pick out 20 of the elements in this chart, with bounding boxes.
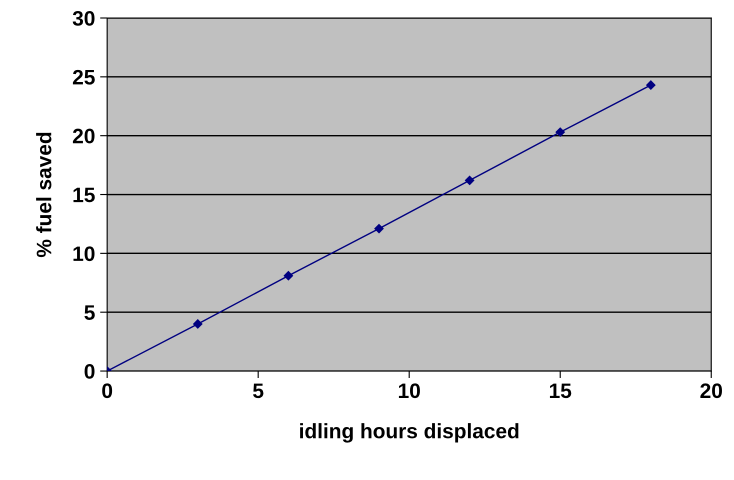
point (284, 271, 294, 280)
y-tick-label: 5 (84, 305, 95, 320)
y-tick-label: 0 (84, 364, 95, 379)
x-axis-title: idling hours displaced (300, 423, 518, 443)
x-tick-label: 15 (550, 384, 572, 398)
point (193, 319, 202, 329)
x-tick-label: 10 (398, 383, 420, 398)
x-tick-label: 0 (102, 383, 112, 398)
point (556, 128, 565, 137)
y-tick-label: 15 (74, 188, 95, 202)
y-axis-title: % fuel saved (36, 132, 52, 258)
point (646, 80, 656, 90)
y-tick-label: 20 (72, 128, 95, 144)
point (374, 224, 384, 234)
y-tick-label: 25 (72, 70, 95, 85)
x-tick-label: 20 (700, 383, 722, 398)
point (464, 176, 474, 186)
y-tick-label: 10 (74, 246, 95, 262)
x-tick-label: 5 (253, 384, 264, 398)
y-tick-label: 30 (72, 11, 95, 26)
